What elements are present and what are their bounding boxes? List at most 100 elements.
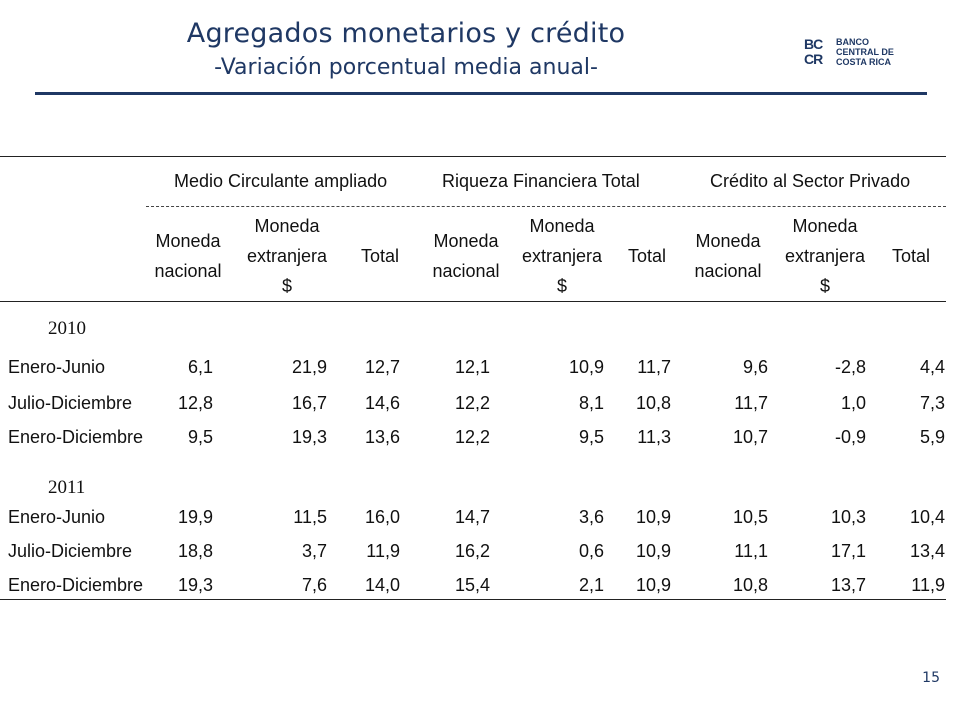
group-header-dashed-rule bbox=[146, 206, 946, 207]
column-subheader: Moneda bbox=[433, 231, 499, 251]
table-cell: 3,6 bbox=[578, 507, 604, 527]
row-label: Enero-Junio bbox=[8, 507, 106, 527]
table-cell: 10,9 bbox=[635, 541, 671, 561]
column-subheader: $ bbox=[819, 276, 830, 296]
table-cell: 12,8 bbox=[177, 393, 213, 413]
table-cell: 10,8 bbox=[635, 393, 671, 413]
logo-mark-top: BC bbox=[804, 36, 823, 52]
row-label: Enero-Diciembre bbox=[8, 575, 144, 595]
table-cell: 7,6 bbox=[301, 575, 327, 595]
logo-text: BANCO CENTRAL DE COSTA RICA bbox=[836, 37, 894, 67]
table-cell: 11,5 bbox=[293, 507, 327, 527]
table-cell: 10,9 bbox=[635, 507, 671, 527]
table-cell: 10,9 bbox=[635, 575, 671, 595]
group-header: Riqueza Financiera Total bbox=[442, 171, 640, 191]
column-subheader: $ bbox=[556, 276, 567, 296]
table-cell: 13,7 bbox=[830, 575, 866, 595]
table-cell: 9,6 bbox=[742, 357, 768, 377]
table-top-rule bbox=[0, 156, 946, 157]
table-cell: 13,4 bbox=[909, 541, 945, 561]
logo-mark-bottom: CR bbox=[804, 51, 823, 67]
table-cell: 11,1 bbox=[734, 541, 768, 561]
column-subheader: extranjera bbox=[246, 246, 328, 266]
table-cell: 15,4 bbox=[454, 575, 490, 595]
column-subheader: Total bbox=[360, 246, 400, 266]
table-cell: 10,4 bbox=[909, 507, 945, 527]
title-underline bbox=[35, 92, 927, 95]
table-cell: 8,1 bbox=[578, 393, 604, 413]
column-subheader: Total bbox=[627, 246, 667, 266]
year-heading: 2010 bbox=[48, 318, 86, 339]
column-subheader: Moneda bbox=[792, 216, 858, 236]
monetary-aggregates-table: Medio Circulante ampliado Riqueza Financi… bbox=[0, 150, 948, 602]
table-cell: 13,6 bbox=[364, 427, 400, 447]
column-subheader: Total bbox=[891, 246, 931, 266]
slide-subtitle: -Variación porcentual media anual- bbox=[214, 55, 598, 80]
table-cell: 16,0 bbox=[364, 507, 400, 527]
table-cell: 11,7 bbox=[734, 393, 768, 413]
row-label: Enero-Diciembre bbox=[8, 427, 144, 447]
table-cell: 14,6 bbox=[364, 393, 400, 413]
table-cell: 17,1 bbox=[830, 541, 866, 561]
table-cell: 14,7 bbox=[454, 507, 490, 527]
table-cell: 5,9 bbox=[919, 427, 945, 447]
table-cell: 11,7 bbox=[637, 357, 671, 377]
table-cell: 19,9 bbox=[177, 507, 213, 527]
bccr-logo-mark: BC CR bbox=[804, 37, 832, 67]
table-cell: 0,6 bbox=[578, 541, 604, 561]
logo-line-2: CENTRAL DE bbox=[836, 47, 894, 57]
table-cell: 10,7 bbox=[732, 427, 768, 447]
table-cell: -2,8 bbox=[834, 357, 866, 377]
table-cell: 12,7 bbox=[364, 357, 400, 377]
table-cell: 10,3 bbox=[830, 507, 866, 527]
table-cell: 16,7 bbox=[291, 393, 327, 413]
row-label: Julio-Diciembre bbox=[8, 393, 133, 413]
table-cell: 2,1 bbox=[578, 575, 604, 595]
table-cell: 19,3 bbox=[177, 575, 213, 595]
table-bottom-rule bbox=[0, 599, 946, 600]
table-cell: 12,1 bbox=[454, 357, 490, 377]
slide-title: Agregados monetarios y crédito bbox=[186, 18, 626, 49]
column-subheader: Moneda bbox=[254, 216, 320, 236]
table-cell: 11,9 bbox=[911, 575, 945, 595]
row-label: Julio-Diciembre bbox=[8, 541, 133, 561]
table-cell: 7,3 bbox=[919, 393, 945, 413]
table-cell: 19,3 bbox=[291, 427, 327, 447]
group-header: Medio Circulante ampliado bbox=[174, 171, 388, 191]
table-cell: 18,8 bbox=[177, 541, 213, 561]
column-subheader: Moneda bbox=[155, 231, 221, 251]
group-header: Crédito al Sector Privado bbox=[710, 171, 911, 191]
table-cell: 12,2 bbox=[454, 393, 490, 413]
table-cell: 10,5 bbox=[732, 507, 768, 527]
table-cell: 12,2 bbox=[454, 427, 490, 447]
table-header-rule bbox=[0, 301, 946, 302]
column-subheader: extranjera bbox=[521, 246, 603, 266]
table-cell: 21,9 bbox=[291, 357, 327, 377]
column-subheader: Moneda bbox=[529, 216, 595, 236]
table-cell: -0,9 bbox=[834, 427, 866, 447]
row-label: Enero-Junio bbox=[8, 357, 106, 377]
year-heading: 2011 bbox=[48, 477, 86, 498]
table-cell: 3,7 bbox=[301, 541, 327, 561]
logo-line-3: COSTA RICA bbox=[836, 57, 891, 67]
table-cell: 6,1 bbox=[187, 357, 213, 377]
column-subheader: extranjera bbox=[784, 246, 866, 266]
column-subheader: nacional bbox=[432, 261, 500, 281]
column-subheader: nacional bbox=[154, 261, 222, 281]
logo-line-1: BANCO bbox=[836, 37, 869, 47]
column-subheader: Moneda bbox=[695, 231, 761, 251]
column-subheader: $ bbox=[281, 276, 292, 296]
table-cell: 10,8 bbox=[732, 575, 768, 595]
table-cell: 1,0 bbox=[840, 393, 866, 413]
table-cell: 9,5 bbox=[578, 427, 604, 447]
table-cell: 16,2 bbox=[454, 541, 490, 561]
table-cell: 9,5 bbox=[187, 427, 213, 447]
column-subheader: nacional bbox=[694, 261, 762, 281]
bccr-logo: BC CR BANCO CENTRAL DE COSTA RICA bbox=[804, 36, 904, 68]
table-cell: 11,3 bbox=[637, 427, 671, 447]
table-cell: 14,0 bbox=[364, 575, 400, 595]
table-cell: 10,9 bbox=[568, 357, 604, 377]
table-cell: 11,9 bbox=[366, 541, 400, 561]
page-number: 15 bbox=[922, 670, 940, 686]
table-cell: 4,4 bbox=[919, 357, 945, 377]
